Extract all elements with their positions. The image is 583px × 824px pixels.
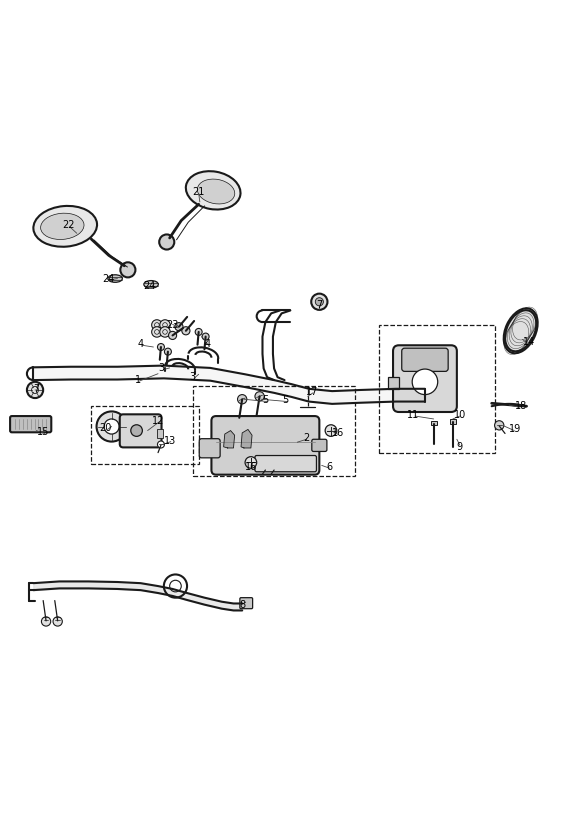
- Circle shape: [27, 382, 43, 398]
- FancyBboxPatch shape: [199, 438, 220, 458]
- Circle shape: [494, 421, 504, 430]
- Polygon shape: [224, 431, 234, 448]
- Circle shape: [164, 349, 171, 355]
- Circle shape: [202, 333, 209, 340]
- Text: 23: 23: [166, 320, 179, 330]
- Bar: [92, 406, 199, 464]
- Ellipse shape: [41, 213, 84, 240]
- Text: 2: 2: [303, 433, 309, 443]
- FancyBboxPatch shape: [255, 456, 317, 472]
- Text: 5: 5: [262, 396, 269, 405]
- Circle shape: [41, 617, 51, 626]
- Circle shape: [152, 320, 162, 330]
- Text: 4: 4: [204, 339, 210, 349]
- Text: 17: 17: [305, 386, 318, 396]
- Circle shape: [120, 262, 135, 278]
- Text: 7: 7: [33, 384, 39, 394]
- Text: 11: 11: [407, 410, 420, 420]
- Circle shape: [152, 326, 162, 337]
- Ellipse shape: [186, 171, 241, 209]
- Circle shape: [97, 411, 127, 442]
- Bar: [450, 419, 456, 424]
- Circle shape: [325, 424, 337, 437]
- Polygon shape: [241, 429, 252, 448]
- Circle shape: [157, 344, 164, 350]
- FancyBboxPatch shape: [10, 416, 51, 433]
- Text: 15: 15: [37, 428, 50, 438]
- Text: 18: 18: [515, 401, 527, 411]
- Text: 16: 16: [332, 428, 344, 438]
- Text: 21: 21: [192, 186, 205, 196]
- Text: 16: 16: [245, 462, 257, 472]
- Text: 20: 20: [100, 424, 112, 433]
- Text: 6: 6: [326, 462, 332, 472]
- Ellipse shape: [505, 310, 536, 351]
- Text: 22: 22: [62, 220, 75, 230]
- Circle shape: [160, 320, 170, 330]
- Circle shape: [195, 329, 202, 335]
- Bar: [388, 377, 399, 389]
- FancyBboxPatch shape: [393, 345, 457, 412]
- Text: 12: 12: [152, 415, 164, 426]
- Circle shape: [175, 323, 183, 330]
- Circle shape: [315, 297, 324, 306]
- Text: 8: 8: [239, 600, 245, 611]
- Circle shape: [131, 424, 142, 437]
- Ellipse shape: [33, 206, 97, 246]
- Ellipse shape: [144, 281, 159, 288]
- Circle shape: [104, 419, 119, 434]
- FancyBboxPatch shape: [312, 439, 327, 452]
- Ellipse shape: [198, 179, 235, 204]
- Circle shape: [311, 293, 328, 310]
- Text: 3: 3: [158, 363, 164, 373]
- Circle shape: [160, 326, 170, 337]
- Text: 24: 24: [103, 274, 115, 283]
- Circle shape: [157, 441, 164, 448]
- Text: 4: 4: [138, 339, 143, 349]
- Text: 19: 19: [509, 424, 521, 434]
- FancyBboxPatch shape: [240, 597, 252, 609]
- Circle shape: [245, 456, 257, 468]
- Circle shape: [237, 395, 247, 404]
- Text: 1: 1: [135, 375, 141, 385]
- Text: 10: 10: [454, 410, 466, 420]
- FancyBboxPatch shape: [402, 349, 448, 372]
- Ellipse shape: [108, 274, 122, 283]
- FancyBboxPatch shape: [212, 416, 319, 475]
- Text: 13: 13: [163, 436, 176, 446]
- Circle shape: [168, 331, 177, 339]
- Text: 9: 9: [456, 442, 463, 452]
- Text: 3: 3: [190, 372, 196, 382]
- Circle shape: [159, 235, 174, 250]
- Bar: [157, 429, 163, 438]
- Circle shape: [182, 326, 190, 335]
- Text: 14: 14: [524, 337, 536, 348]
- Circle shape: [412, 369, 438, 395]
- Bar: [193, 386, 355, 475]
- FancyBboxPatch shape: [120, 414, 161, 447]
- Text: 7: 7: [316, 300, 322, 310]
- Text: 24: 24: [143, 281, 156, 291]
- Bar: [378, 325, 494, 452]
- Bar: [431, 421, 437, 425]
- Circle shape: [255, 391, 264, 401]
- Circle shape: [53, 617, 62, 626]
- Text: 5: 5: [283, 396, 289, 405]
